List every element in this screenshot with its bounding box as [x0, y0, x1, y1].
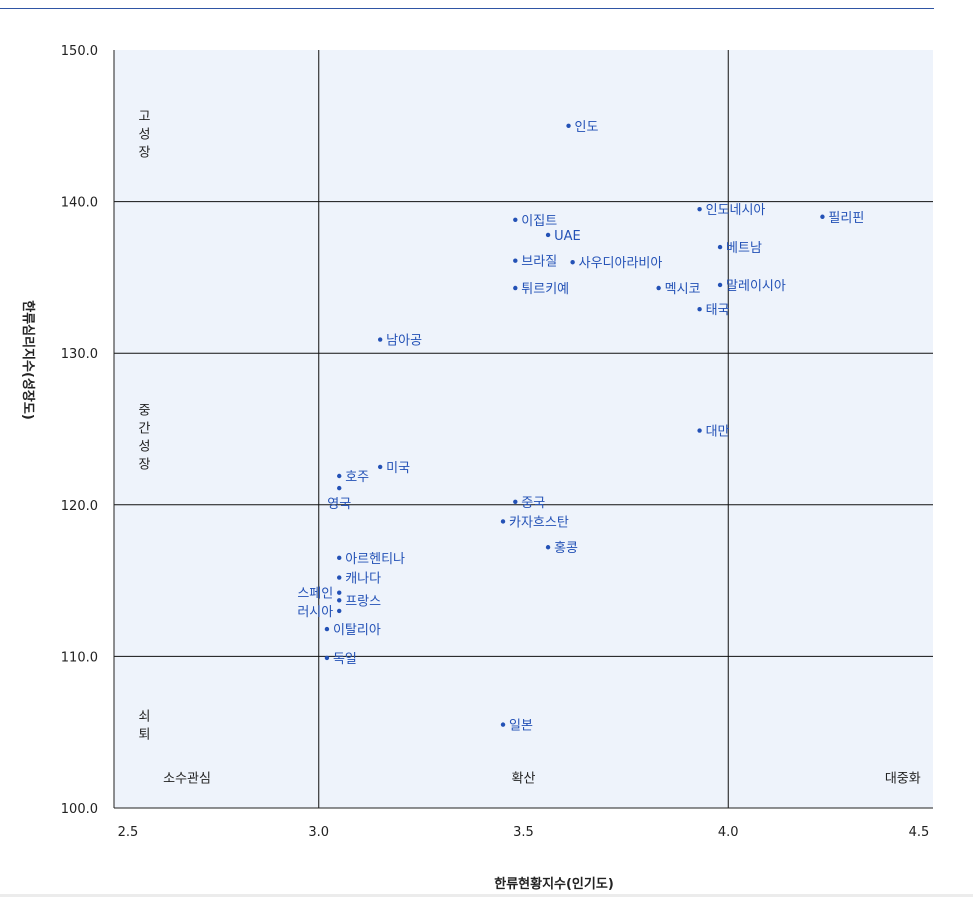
data-point-marker [697, 206, 702, 212]
zone-label-popularity: 확산 [512, 772, 536, 787]
data-point-label: 중국 [521, 496, 545, 511]
data-point-label: 멕시코 [665, 282, 701, 297]
top-rule [0, 8, 934, 9]
data-point-marker [717, 244, 723, 250]
data-point-marker [697, 307, 702, 312]
data-point-marker [337, 598, 342, 603]
data-point-marker [545, 232, 551, 238]
data-point-label: 카자흐스탄 [509, 515, 569, 530]
data-point-label: 인도 [575, 120, 599, 135]
data-point-marker [337, 575, 342, 580]
data-point-marker [566, 123, 571, 128]
data-point-marker [513, 285, 518, 291]
zone-label-popularity: 소수관심 [163, 772, 211, 787]
data-point-marker [717, 282, 723, 288]
x-tick-label: 4.0 [718, 825, 739, 840]
data-point-marker [513, 217, 518, 222]
data-point-label: 필리핀 [828, 211, 864, 226]
data-point-label: 스페인 [297, 587, 333, 602]
data-point-marker [656, 285, 661, 291]
data-point-label: 아르헨티나 [345, 552, 405, 567]
x-tick-labels: 2.5 3.0 3.5 4.0 4.5 [118, 825, 930, 840]
data-point-label: 일본 [509, 719, 533, 734]
data-point-marker [500, 722, 506, 727]
data-point-label: 독일 [333, 652, 357, 667]
y-tick-label: 110.0 [61, 650, 98, 665]
data-point-label: 튀르키예 [521, 282, 569, 297]
data-point-label: 대만 [706, 425, 730, 440]
x-tick-label: 3.5 [513, 825, 534, 840]
data-point-marker [337, 608, 342, 614]
data-point-label: 이집트 [521, 214, 557, 229]
bottom-bar [0, 894, 973, 897]
data-point-marker [570, 260, 575, 265]
data-point-label: 프랑스 [345, 594, 381, 609]
data-point-label: UAE [554, 229, 581, 244]
data-point-label: 사우디아라비아 [579, 256, 663, 271]
quadrant-dividers [114, 50, 933, 808]
data-point-label: 말레이시아 [726, 279, 786, 294]
data-point-marker [337, 555, 342, 561]
data-point-label: 이탈리아 [333, 623, 381, 638]
data-point-label: 남아공 [386, 334, 422, 349]
data-point-marker [337, 485, 342, 491]
y-tick-labels: 100.0 110.0 120.0 130.0 140.0 150.0 [61, 44, 98, 817]
data-point-label: 홍콩 [554, 541, 578, 556]
x-tick-label: 3.0 [308, 825, 329, 840]
data-point-marker [337, 590, 342, 595]
data-point-marker [377, 337, 383, 342]
data-point-label: 러시아 [297, 605, 333, 620]
y-tick-label: 130.0 [61, 347, 98, 362]
data-point-label: 태국 [706, 303, 730, 318]
data-point-marker [545, 545, 551, 550]
data-point-label: 영국 [327, 497, 351, 512]
data-point-marker [324, 655, 330, 661]
data-point-marker [513, 258, 518, 263]
data-point-label: 인도네시아 [706, 203, 766, 218]
x-tick-label: 2.5 [118, 825, 139, 840]
y-axis-title: 한류심리지수(성장도) [20, 300, 36, 420]
data-point-label: 브라질 [521, 255, 557, 270]
zone-label-popularity: 대중화 [885, 772, 921, 787]
data-point-marker [337, 473, 342, 479]
y-tick-label: 140.0 [61, 196, 98, 211]
data-point-marker [500, 519, 506, 524]
data-point-label: 미국 [386, 461, 410, 476]
data-point-label: 호주 [345, 470, 369, 485]
data-point-marker [513, 499, 518, 504]
data-point-label: 베트남 [726, 241, 762, 256]
data-point-marker [324, 626, 330, 632]
plot-background [114, 50, 933, 808]
x-axis-title: 한류현황지수(인기도) [494, 876, 614, 892]
x-tick-label: 4.5 [909, 825, 930, 840]
data-point-label: 캐나다 [345, 572, 381, 587]
data-point-marker [377, 464, 383, 470]
data-point-marker [697, 428, 702, 433]
data-point-marker [820, 214, 825, 219]
y-tick-label: 120.0 [61, 499, 98, 514]
y-tick-label: 150.0 [61, 44, 98, 59]
y-tick-label: 100.0 [61, 802, 98, 817]
